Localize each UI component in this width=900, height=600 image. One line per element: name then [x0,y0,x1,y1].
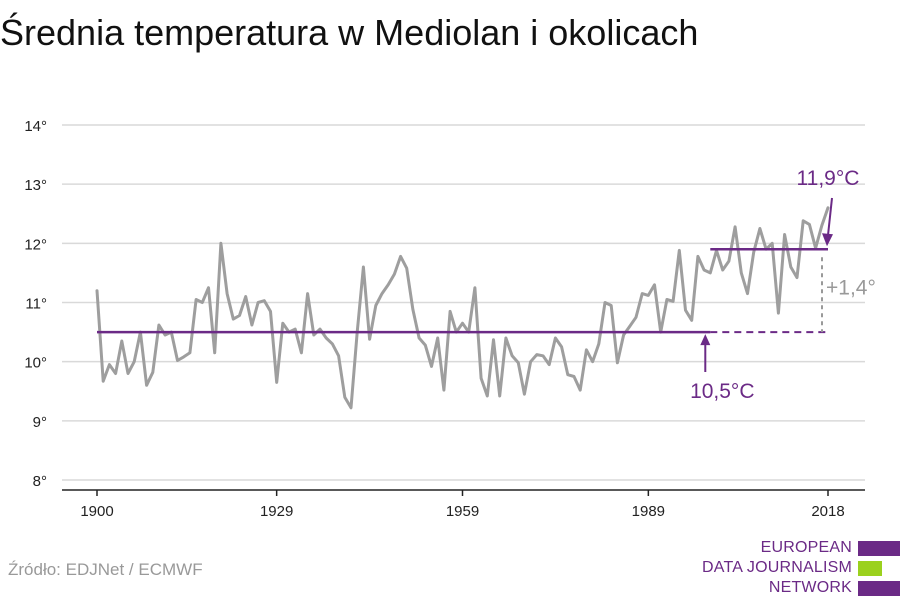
chart-title: Średnia temperatura w Mediolan i okolica… [0,12,699,53]
temperature-series-line [95,206,830,410]
y-tick-label: 10° [24,355,47,372]
logo-line-1: EUROPEAN [760,539,852,556]
logo-bar-3 [858,581,900,596]
x-axis: 1900 1929 1959 1989 2018 [62,489,865,520]
series-layer [95,206,830,410]
annotations: +1,4° 10,5°C 11,9°C [97,167,876,403]
difference-label: +1,4° [826,277,876,300]
baseline-arrow-head [700,334,711,346]
y-tick-label: 11° [25,296,47,313]
logo-line-3: NETWORK [768,579,852,596]
recent-arrow-head [822,233,833,247]
y-tick-label: 12° [24,236,47,253]
x-tick-label: 1989 [632,503,665,520]
x-tick-label: 1959 [446,503,479,520]
logo-bar-1 [858,541,900,556]
y-tick-label: 8° [33,473,47,490]
baseline-label: 10,5°C [690,380,754,403]
y-axis: 8° 9° 10° 11° 12° 13° 14° [24,118,47,490]
grid-lines [62,124,865,481]
source-note: Źródło: EDJNet / ECMWF [8,560,203,579]
logo-bar-2 [858,561,882,576]
recent-arrow-shaft [827,197,833,236]
x-tick-label: 2018 [811,503,844,520]
recent-label: 11,9°C [797,167,860,190]
x-tick-label: 1900 [80,503,113,520]
edjnet-logo: EUROPEAN DATA JOURNALISM NETWORK [700,538,900,600]
y-tick-label: 13° [24,177,47,194]
logo-line-2: DATA JOURNALISM [702,559,852,576]
y-tick-label: 9° [33,414,47,431]
y-tick-label: 14° [24,118,47,135]
x-tick-label: 1929 [260,503,293,520]
